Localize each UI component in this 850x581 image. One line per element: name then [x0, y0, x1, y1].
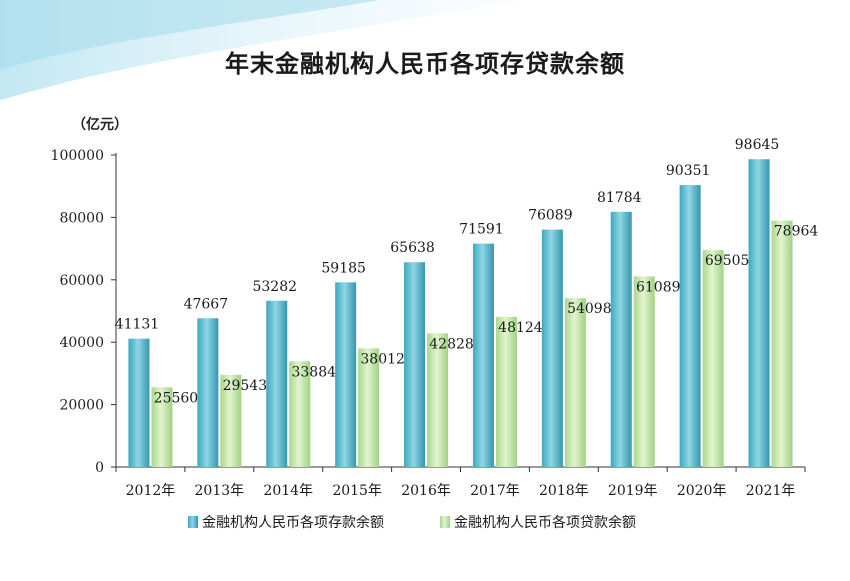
deposit-bar	[472, 243, 494, 467]
legend-swatch-deposit	[188, 516, 198, 528]
y-tick-label: 60000	[59, 273, 104, 289]
loan-bar	[702, 250, 724, 467]
x-tick-label: 2014年	[263, 483, 313, 499]
deposit-data-label: 59185	[321, 260, 366, 276]
loan-bar	[495, 316, 517, 467]
y-tick-label: 100000	[51, 148, 104, 164]
x-tick-label: 2017年	[470, 483, 520, 499]
loan-data-label: 54098	[567, 301, 612, 317]
deposit-bar	[128, 338, 150, 467]
x-tick-label: 2013年	[195, 483, 245, 499]
x-tick-label: 2020年	[677, 483, 727, 499]
loan-bar	[220, 374, 242, 467]
loan-bar	[771, 220, 793, 467]
loan-data-label: 33884	[291, 364, 336, 380]
loan-data-label: 25560	[154, 390, 199, 406]
deposit-bar	[679, 185, 701, 468]
y-axis-unit-label: （亿元）	[72, 117, 128, 133]
deposit-bar	[197, 318, 219, 467]
deposit-bar	[404, 262, 426, 467]
x-tick-label: 2019年	[608, 483, 658, 499]
deposit-data-label: 81784	[597, 190, 642, 206]
loan-data-label: 78964	[774, 224, 819, 240]
y-tick-label: 0	[95, 460, 104, 476]
y-tick-label: 20000	[59, 398, 104, 414]
deposit-data-label: 76089	[528, 208, 573, 224]
deposit-data-label: 47667	[184, 296, 229, 312]
deposit-data-label: 41131	[115, 317, 160, 333]
deposit-bar	[610, 211, 632, 467]
deposit-bar	[541, 229, 563, 467]
loan-bar	[427, 333, 449, 467]
loan-bar	[151, 387, 173, 467]
deposit-data-label: 53282	[252, 279, 297, 295]
deposit-data-label: 71591	[459, 222, 504, 238]
legend-label-loan: 金融机构人民币各项贷款余额	[454, 514, 636, 531]
loan-bar	[358, 348, 380, 467]
deposit-bar	[266, 300, 288, 467]
legend-label-deposit: 金融机构人民币各项存款余额	[202, 514, 384, 531]
y-tick-label: 80000	[59, 210, 104, 226]
legend-swatch-loan	[440, 516, 450, 528]
loan-data-label: 29543	[223, 378, 268, 394]
x-tick-label: 2021年	[746, 483, 796, 499]
deposit-data-label: 90351	[666, 163, 711, 179]
deposit-bar	[748, 159, 770, 467]
loan-data-label: 38012	[360, 351, 405, 367]
loan-bar	[289, 361, 311, 467]
x-tick-label: 2018年	[539, 483, 589, 499]
loan-bar	[633, 276, 655, 467]
deposit-bar	[335, 282, 357, 467]
loan-data-label: 69505	[705, 253, 750, 269]
loan-data-label: 42828	[429, 336, 474, 352]
x-tick-label: 2015年	[332, 483, 382, 499]
deposit-data-label: 98645	[735, 137, 780, 153]
loan-bar	[564, 298, 586, 467]
x-tick-label: 2016年	[401, 483, 451, 499]
y-tick-label: 40000	[59, 335, 104, 351]
loan-data-label: 48124	[498, 320, 543, 336]
deposit-data-label: 65638	[390, 240, 435, 256]
chart-title: 年末金融机构人民币各项存贷款余额	[225, 50, 625, 78]
loan-data-label: 61089	[636, 279, 681, 295]
x-tick-label: 2012年	[126, 483, 176, 499]
